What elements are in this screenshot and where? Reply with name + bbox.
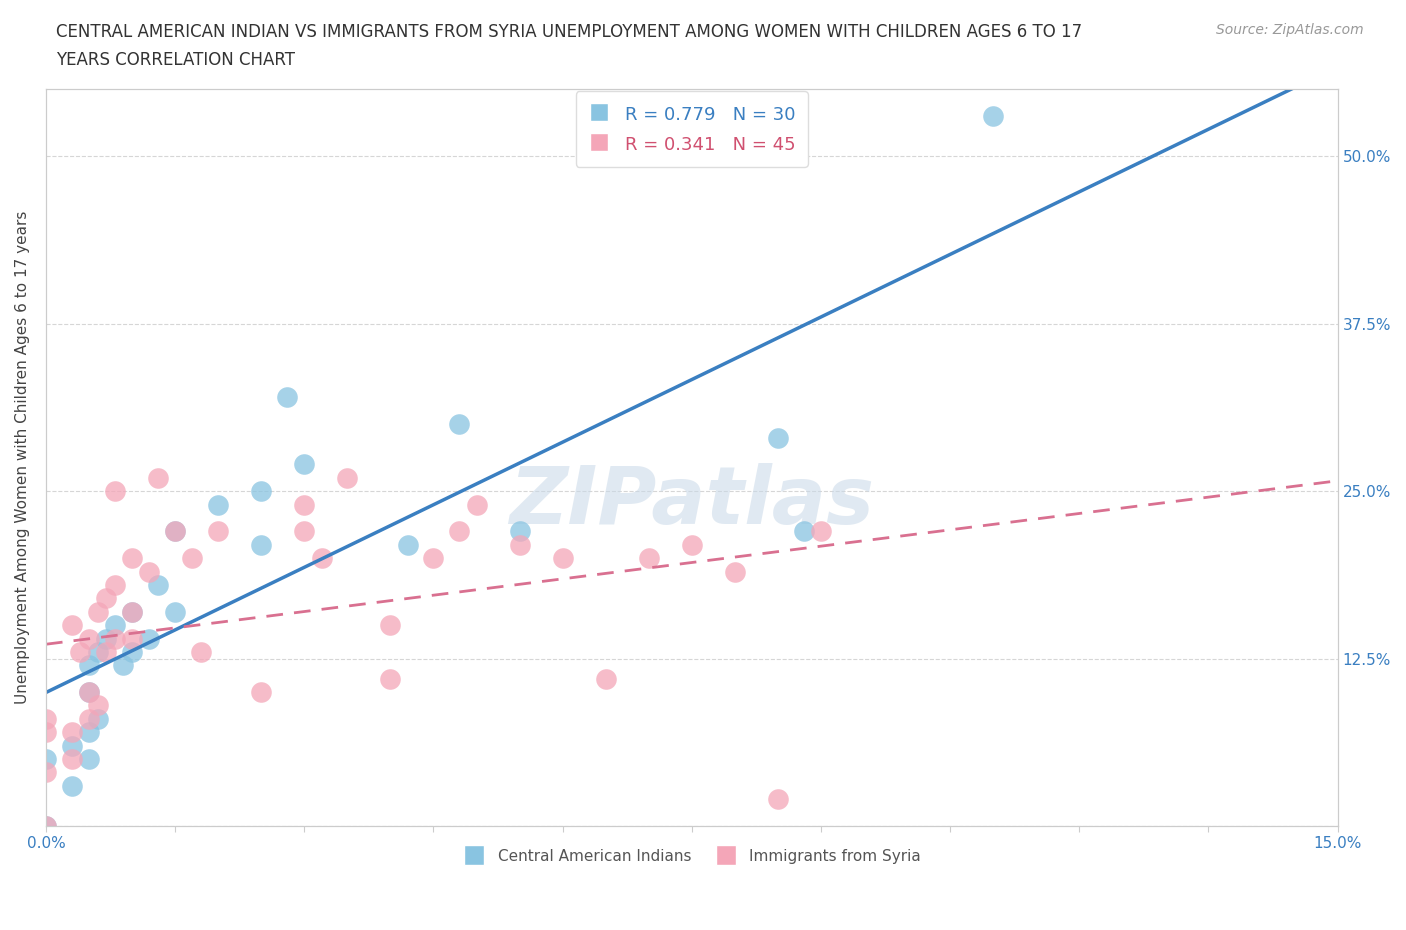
Point [146,471,169,485]
Point [793,524,815,538]
Point [637,551,659,565]
Point [138,565,160,579]
Point [311,551,333,565]
Point [86,711,108,726]
Y-axis label: Unemployment Among Women with Children Ages 6 to 17 years: Unemployment Among Women with Children A… [15,211,30,704]
Point [77,658,100,672]
Point [810,524,832,538]
Point [121,551,143,565]
Point [121,644,143,659]
Point [77,751,100,766]
Point [766,431,789,445]
Point [104,618,127,632]
Point [595,671,617,686]
Point [121,631,143,646]
Point [551,551,574,565]
Point [60,618,83,632]
Text: ZIPatlas: ZIPatlas [509,463,875,541]
Point [681,538,703,552]
Point [104,484,127,498]
Point [207,498,229,512]
Point [35,724,58,739]
Point [396,538,419,552]
Point [292,524,315,538]
Point [165,524,187,538]
Point [380,671,402,686]
Point [86,604,108,619]
Point [77,684,100,699]
Point [60,724,83,739]
Point [276,390,298,405]
Point [250,484,273,498]
Point [104,631,127,646]
Point [77,711,100,726]
Point [724,565,747,579]
Point [35,765,58,780]
Point [96,591,118,605]
Point [292,498,315,512]
Point [86,698,108,713]
Point [96,644,118,659]
Point [86,644,108,659]
Point [146,578,169,592]
Point [981,109,1004,124]
Point [465,498,488,512]
Point [292,457,315,472]
Point [165,604,187,619]
Point [190,644,212,659]
Point [35,711,58,726]
Text: Source: ZipAtlas.com: Source: ZipAtlas.com [1216,23,1364,37]
Point [250,684,273,699]
Point [104,578,127,592]
Point [77,684,100,699]
Point [138,631,160,646]
Point [422,551,444,565]
Point [336,471,359,485]
Point [380,618,402,632]
Point [121,604,143,619]
Point [60,778,83,793]
Legend: Central American Indians, Immigrants from Syria: Central American Indians, Immigrants fro… [457,843,927,870]
Text: CENTRAL AMERICAN INDIAN VS IMMIGRANTS FROM SYRIA UNEMPLOYMENT AMONG WOMEN WITH C: CENTRAL AMERICAN INDIAN VS IMMIGRANTS FR… [56,23,1083,41]
Point [509,538,531,552]
Point [449,417,471,432]
Point [181,551,204,565]
Point [509,524,531,538]
Point [449,524,471,538]
Point [60,751,83,766]
Point [35,751,58,766]
Text: YEARS CORRELATION CHART: YEARS CORRELATION CHART [56,51,295,69]
Point [60,738,83,753]
Point [77,724,100,739]
Point [96,631,118,646]
Point [112,658,135,672]
Point [165,524,187,538]
Point [69,644,91,659]
Point [35,818,58,833]
Point [766,791,789,806]
Point [35,818,58,833]
Point [121,604,143,619]
Point [77,631,100,646]
Point [207,524,229,538]
Point [250,538,273,552]
